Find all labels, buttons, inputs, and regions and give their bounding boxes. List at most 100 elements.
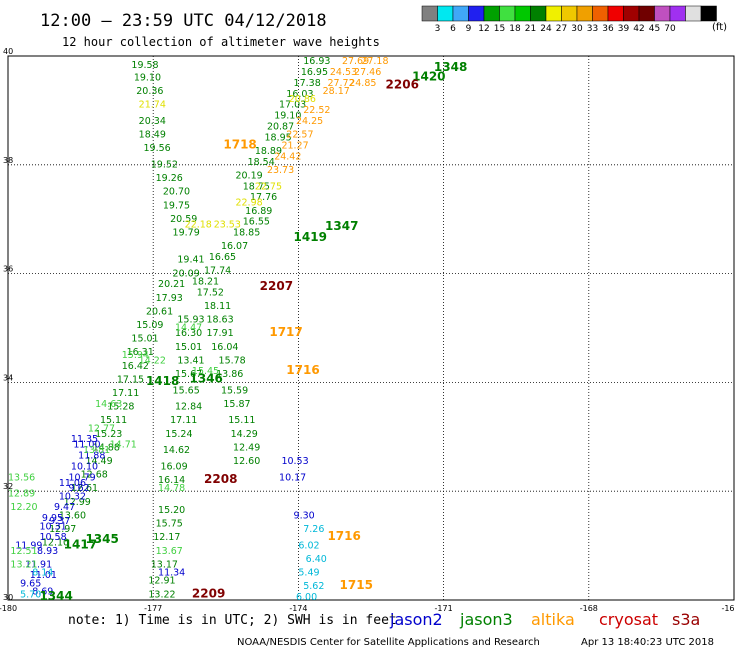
swh-point-label: 10.31 — [39, 521, 66, 532]
swh-point-label: 9.65 — [20, 578, 41, 589]
footer-timestamp: Apr 13 18:40:23 UTC 2018 — [581, 637, 714, 648]
swh-point-label: 15.67 — [175, 369, 202, 380]
swh-point-label: 11.34 — [158, 568, 185, 579]
swh-point-label: 14.22 — [139, 355, 166, 366]
swh-point-label: 14.49 — [85, 456, 112, 467]
colorbar-swatch — [592, 5, 609, 22]
swh-point-label: 13.86 — [216, 369, 243, 380]
swh-point-label: 12.97 — [49, 524, 76, 535]
swh-point-label: 12.17 — [153, 532, 180, 543]
swh-point-label: 21.74 — [139, 100, 166, 111]
colorbar-swatch — [499, 5, 516, 22]
y-tick-label: 38 — [3, 156, 13, 165]
swh-point-label: 20.61 — [146, 306, 173, 317]
time-label: 1348 — [434, 60, 467, 74]
swh-point-label: 19.75 — [163, 200, 190, 211]
time-label: 1715 — [340, 578, 373, 592]
swh-point-label: 16.03 — [286, 89, 313, 100]
colorbar-tick-label: 21 — [525, 24, 536, 34]
swh-point-label: 17.03 — [279, 100, 306, 111]
swh-point-label: 23.73 — [267, 165, 294, 176]
swh-point-label: 17.11 — [170, 415, 197, 426]
swh-point-label: 16.14 — [158, 475, 185, 486]
colorbar-swatch — [654, 5, 671, 22]
swh-point-label: 19.52 — [151, 160, 178, 171]
time-label: 1344 — [39, 589, 72, 603]
swh-point-label: 14.62 — [163, 445, 190, 456]
time-label: 1718 — [223, 137, 256, 151]
colorbar-swatch — [483, 5, 500, 22]
swh-point-label: 18.54 — [248, 157, 275, 168]
mission-label: cryosat — [599, 610, 658, 629]
colorbar-tick-label: 42 — [633, 24, 644, 34]
mission-label: jason3 — [459, 610, 513, 629]
swh-point-label: 24.42 — [274, 151, 301, 162]
colorbar-swatch — [700, 5, 717, 22]
swh-point-label: 11.01 — [30, 570, 57, 581]
colorbar-tick-label: 33 — [587, 24, 598, 34]
colorbar-tick-label: 9 — [466, 24, 472, 34]
x-tick-label: -168 — [580, 604, 598, 613]
swh-point-label: 12.20 — [10, 502, 37, 513]
swh-point-label: 18.95 — [265, 132, 292, 143]
swh-point-label: 19.10 — [274, 111, 301, 122]
swh-point-label: 12.49 — [233, 442, 260, 453]
swh-point-label: 14.71 — [110, 440, 137, 451]
swh-point-label: 17.91 — [206, 328, 233, 339]
swh-point-label: 8.93 — [37, 546, 58, 557]
swh-point-label: 20.36 — [136, 86, 163, 97]
swh-point-label: 15.20 — [158, 505, 185, 516]
swh-point-label: 15.65 — [173, 385, 200, 396]
colorbar-tick-label: 6 — [450, 24, 456, 34]
colorbar-swatch — [545, 5, 562, 22]
swh-point-label: 5.70 — [20, 589, 41, 600]
swh-point-label: 16.04 — [211, 342, 238, 353]
swh-point-label: 17.11 — [112, 388, 139, 399]
time-label: 2206 — [386, 78, 419, 92]
swh-point-label: 11.91 — [25, 559, 52, 570]
swh-point-label: 16.89 — [245, 206, 272, 217]
x-tick-label: -177 — [144, 604, 162, 613]
colorbar-swatch — [421, 5, 438, 22]
swh-point-label: 12.84 — [175, 402, 202, 413]
swh-point-label: 15.11 — [228, 415, 255, 426]
swh-point-label: 14.63 — [95, 399, 122, 410]
swh-point-label: 18.63 — [206, 315, 233, 326]
colorbar-swatch — [514, 5, 531, 22]
swh-point-label: 22.75 — [255, 181, 282, 192]
time-label: 2207 — [260, 279, 293, 293]
swh-point-label: 19.79 — [173, 228, 200, 239]
colorbar-swatch — [685, 5, 702, 22]
swh-point-label: 17.52 — [197, 287, 224, 298]
swh-point-label: 19.26 — [156, 173, 183, 184]
swh-point-label: 12.77 — [88, 423, 115, 434]
swh-point-label: 15.01 — [175, 342, 202, 353]
swh-point-label: 15.87 — [223, 399, 250, 410]
plot-frame — [7, 55, 735, 601]
swh-point-label: 15.24 — [165, 429, 192, 440]
swh-point-label: 13.22 — [148, 589, 175, 600]
data-points: 16.9316.9517.3816.0317.0319.1020.8718.95… — [8, 56, 389, 603]
swh-point-label: 15.94 — [122, 350, 149, 361]
swh-point-label: 15.78 — [219, 355, 246, 366]
swh-point-label: 18.21 — [192, 276, 219, 287]
time-label: 1419 — [294, 230, 327, 244]
colorbar-tick-label: 36 — [602, 24, 614, 34]
swh-point-label: 9.95 — [42, 513, 63, 524]
time-label: 1345 — [85, 532, 118, 546]
swh-point-label: 12.89 — [8, 489, 35, 500]
time-label: 1420 — [412, 69, 445, 83]
swh-point-label: 19.10 — [134, 72, 161, 83]
time-label: 1346 — [190, 371, 223, 385]
swh-point-label: 6.40 — [306, 554, 327, 565]
chart-subtitle: 12 hour collection of altimeter wave hei… — [62, 35, 380, 49]
swh-point-label: 13.17 — [151, 559, 178, 570]
colorbar-swatch — [607, 5, 624, 22]
swh-point-label: 6.00 — [296, 592, 317, 603]
swh-point-label: 18.75 — [243, 181, 270, 192]
colorbar-swatch — [452, 5, 469, 22]
swh-point-label: 9.62 — [69, 483, 90, 494]
swh-point-label: 10.53 — [281, 456, 308, 467]
swh-point-label: 6.02 — [298, 540, 319, 551]
colorbar-unit: (ft) — [712, 22, 727, 33]
